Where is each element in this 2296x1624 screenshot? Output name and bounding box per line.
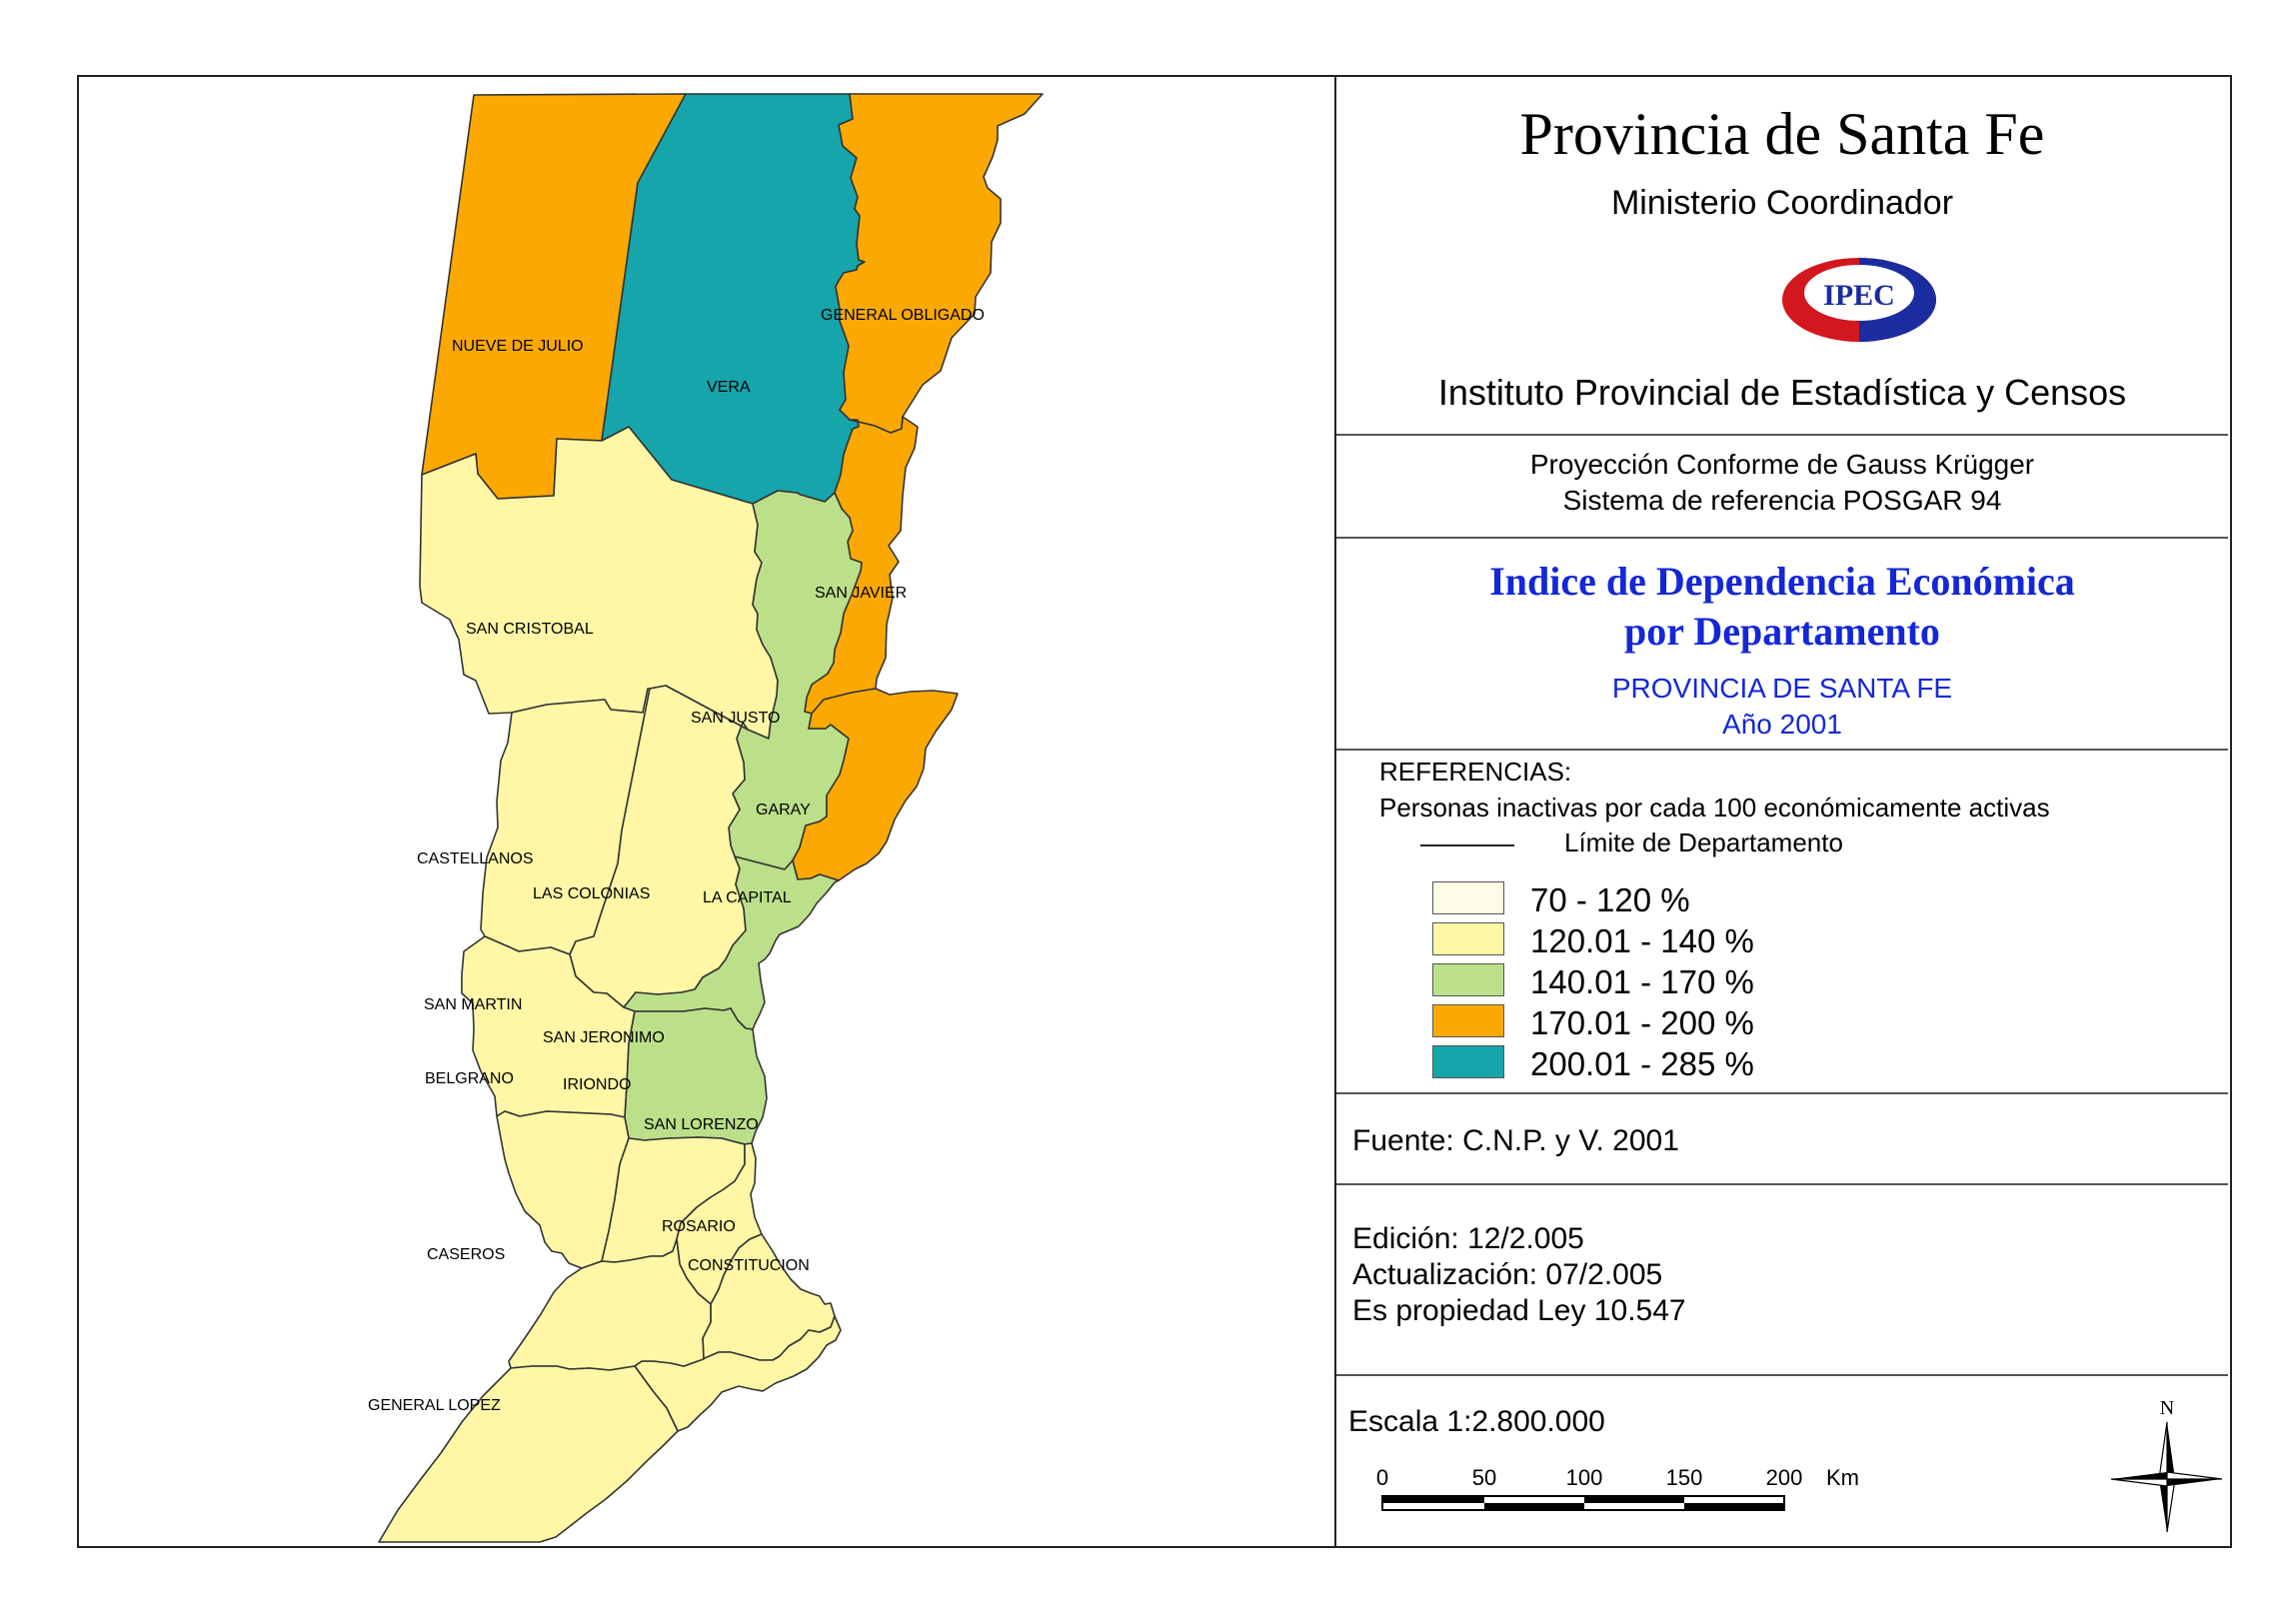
index-title-year: Año 2001 — [1722, 709, 1842, 740]
north-arrow-icon: N — [2110, 1397, 2223, 1533]
divider — [1336, 537, 2228, 539]
dept-label: GENERAL OBLIGADO — [821, 307, 985, 324]
dept-label: LA CAPITAL — [703, 889, 792, 906]
legend-range-label: 170.01 - 200 % — [1530, 1004, 1754, 1041]
index-title-province: PROVINCIA DE SANTA FE — [1611, 673, 1953, 704]
institute-name: Instituto Provincial de Estadística y Ce… — [1437, 372, 2127, 413]
map-frame: NUEVE DE JULIO VERA GENERAL OBLIGADO SAN CR… — [77, 75, 2232, 1548]
legend-swatch — [1432, 1004, 1504, 1037]
map-title-province: Provincia de Santa Fe — [1519, 101, 2045, 167]
legend-range-label: 140.01 - 170 % — [1530, 963, 1754, 1000]
dept-label: GENERAL LOPEZ — [368, 1397, 501, 1414]
dept-label: CASEROS — [427, 1246, 505, 1263]
legend-swatch — [1432, 1045, 1504, 1078]
scale-unit-label: Km — [1826, 1465, 1859, 1490]
dept-label: SAN LORENZO — [644, 1116, 759, 1133]
dept-label: IRIONDO — [563, 1076, 631, 1093]
north-label: N — [2160, 1397, 2174, 1419]
projection-line1: Proyección Conforme de Gauss Krügger — [1529, 449, 2035, 480]
scale-bar: 0 50 100 150 200 Km — [1376, 1465, 1859, 1511]
legend-swatch — [1432, 881, 1504, 914]
ipec-logo: IPEC — [1782, 258, 1936, 342]
legend-boundary-label: Límite de Departamento — [1564, 827, 1843, 857]
legend-description: Personas inactivas por cada 100 económic… — [1379, 793, 2050, 822]
dept-label: NUEVE DE JULIO — [452, 338, 584, 355]
dept-label: VERA — [707, 379, 751, 396]
divider — [1336, 1374, 2228, 1376]
department-map: NUEVE DE JULIO VERA GENERAL OBLIGADO SAN CR… — [368, 93, 1044, 1543]
legend-heading: REFERENCIAS: — [1379, 757, 1572, 787]
scale-tick-label: 150 — [1666, 1465, 1703, 1490]
dept-label: ROSARIO — [662, 1218, 736, 1235]
dept-label: CONSTITUCION — [688, 1257, 810, 1274]
scale-tick-label: 100 — [1566, 1465, 1603, 1490]
divider — [1336, 1183, 2228, 1185]
dept-label: SAN JUSTO — [691, 710, 781, 727]
dept-label: SAN JAVIER — [815, 585, 907, 602]
divider — [1336, 1092, 2228, 1094]
divider — [1336, 749, 2228, 751]
dept-label: BELGRANO — [425, 1070, 514, 1087]
index-title-line1: Indice de Dependencia Económica — [1489, 559, 2075, 604]
update-date: Actualización: 07/2.005 — [1352, 1258, 1663, 1291]
scale-segment — [1684, 1503, 1784, 1510]
legend-range-label: 70 - 120 % — [1530, 881, 1690, 918]
ipec-logo-text: IPEC — [1823, 279, 1895, 312]
info-panel: Provincia de Santa Fe Ministerio Coordin… — [1334, 77, 2230, 1546]
dept-label: CASTELLANOS — [417, 850, 533, 867]
scale-segment — [1382, 1496, 1484, 1503]
projection-line2: Sistema de referencia POSGAR 94 — [1562, 485, 2002, 516]
scale-segment — [1484, 1503, 1584, 1510]
legend-range-label: 200.01 - 285 % — [1530, 1045, 1754, 1082]
index-title-line2: por Departamento — [1624, 609, 1940, 654]
boundary-line-sample — [1420, 844, 1514, 846]
divider — [1336, 434, 2228, 436]
dept-label: SAN MARTIN — [424, 996, 522, 1013]
dept-label: LAS COLONIAS — [533, 885, 650, 902]
dept-general-lopez[interactable] — [378, 1365, 679, 1543]
dept-label: SAN CRISTOBAL — [466, 621, 594, 638]
dept-label: GARAY — [756, 802, 811, 818]
dept-general-obligado[interactable] — [835, 93, 1044, 434]
source-text: Fuente: C.N.P. y V. 2001 — [1352, 1124, 1679, 1157]
dept-label: SAN JERONIMO — [543, 1029, 665, 1046]
dept-caseros[interactable] — [508, 1238, 712, 1371]
scale-tick-label: 0 — [1376, 1465, 1388, 1490]
legend-range-label: 120.01 - 140 % — [1530, 922, 1754, 959]
legend-swatch — [1432, 963, 1504, 996]
edition-date: Edición: 12/2.005 — [1352, 1222, 1584, 1255]
scale-label: Escala 1:2.800.000 — [1348, 1405, 1605, 1438]
scale-tick-label: 200 — [1766, 1465, 1803, 1490]
ministry-subtitle: Ministerio Coordinador — [1610, 184, 1954, 222]
map-area: NUEVE DE JULIO VERA GENERAL OBLIGADO SAN CR… — [79, 77, 1336, 1546]
scale-tick-label: 50 — [1472, 1465, 1496, 1490]
property-law: Es propiedad Ley 10.547 — [1352, 1294, 1686, 1327]
legend-swatch — [1432, 922, 1504, 955]
scale-segment — [1584, 1496, 1684, 1503]
